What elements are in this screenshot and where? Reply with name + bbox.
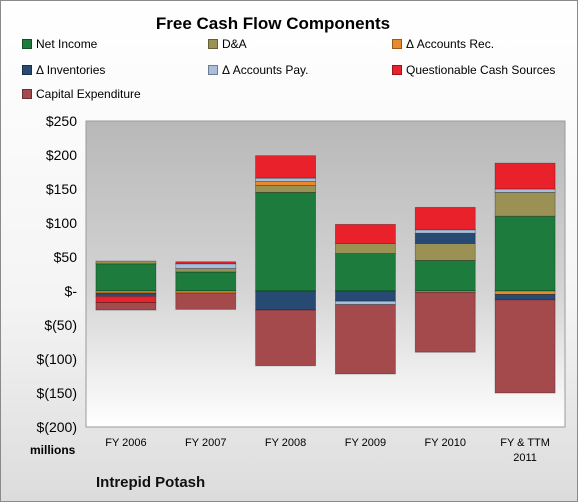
x-tick-label: FY & TTM 2011 <box>500 437 550 464</box>
y-tick-label: $- <box>65 283 78 299</box>
bar-segment <box>95 263 157 292</box>
legend-label: Δ Accounts Pay. <box>222 63 309 77</box>
bar-segment <box>414 259 476 292</box>
bar-segment <box>175 268 237 273</box>
legend-item: Net Income <box>22 37 97 51</box>
bar-segment <box>414 206 476 231</box>
bar-segment <box>255 290 316 311</box>
bar-segment <box>175 292 237 310</box>
x-tick-label: FY 2010 <box>425 437 466 449</box>
legend-item: Questionable Cash Sources <box>392 63 555 77</box>
bar-segment <box>175 261 237 265</box>
y-tick-label: $50 <box>54 249 78 265</box>
bar-segment <box>255 309 316 367</box>
legend-label: Δ Accounts Rec. <box>406 37 495 51</box>
legend-label: Capital Expenditure <box>36 87 141 101</box>
legend-label: D&A <box>222 37 247 51</box>
bar-segment <box>414 232 476 244</box>
legend-label: Questionable Cash Sources <box>406 63 556 77</box>
legend-label: Δ Inventories <box>36 63 106 77</box>
legend-item: Δ Inventories <box>22 63 105 77</box>
bar-segment <box>494 215 556 292</box>
units-label: millions <box>30 443 76 457</box>
y-tick-label: $150 <box>46 181 77 197</box>
bar-segment <box>414 291 476 353</box>
legend-swatch <box>22 39 32 49</box>
legend-swatch <box>22 89 32 99</box>
y-tick-label: $250 <box>46 113 77 129</box>
bar-segment <box>494 191 556 217</box>
bar-segment <box>494 293 556 301</box>
y-tick-label: $(100) <box>37 351 77 367</box>
legend-swatch <box>392 65 402 75</box>
y-tick-label: $(200) <box>37 419 77 435</box>
bar-segment <box>95 302 157 311</box>
bar-segment <box>335 223 396 244</box>
bar-segment <box>494 188 556 193</box>
x-tick-label: FY 2008 <box>265 437 306 449</box>
legend-item: Capital Expenditure <box>22 87 141 101</box>
bar-segment <box>95 260 157 265</box>
x-tick-label: FY 2006 <box>105 437 146 449</box>
bar-segment <box>175 271 237 292</box>
bar-segment <box>335 253 396 292</box>
y-tick-label: $200 <box>46 147 77 163</box>
bar-segment <box>494 162 556 190</box>
plot-area <box>85 120 566 428</box>
bar-segment <box>494 290 556 295</box>
x-tick-label: FY 2009 <box>345 437 386 449</box>
bar-segment <box>414 242 476 261</box>
legend-item: D&A <box>208 37 247 51</box>
x-tick-label: FY 2007 <box>185 437 226 449</box>
chart-title: Free Cash Flow Components <box>155 14 391 33</box>
y-tick-label: $(150) <box>37 385 77 401</box>
bar-segment <box>335 242 396 254</box>
bar-segment <box>95 296 157 303</box>
bar-segment <box>335 300 396 306</box>
y-tick-label: $(50) <box>44 317 77 333</box>
bar-segment <box>414 229 476 234</box>
bar-segment <box>255 191 316 292</box>
y-tick-label: $100 <box>46 215 77 231</box>
legend-item: Δ Accounts Pay. <box>208 63 309 77</box>
bar-segment <box>95 292 157 297</box>
legend-swatch <box>392 39 402 49</box>
bar-segment <box>255 181 316 187</box>
legend-swatch <box>208 65 218 75</box>
legend-item: Δ Accounts Rec. <box>392 37 494 51</box>
bar-segment <box>255 177 316 182</box>
legend-label: Net Income <box>36 37 98 51</box>
bar-segment <box>335 290 396 302</box>
company-name: Intrepid Potash <box>96 474 206 491</box>
bar-segment <box>255 185 316 193</box>
bar-segment <box>175 263 237 269</box>
bar-segment <box>255 155 316 179</box>
bar-segment <box>335 304 396 375</box>
bar-segment <box>494 299 556 394</box>
legend-swatch <box>22 65 32 75</box>
legend-swatch <box>208 39 218 49</box>
